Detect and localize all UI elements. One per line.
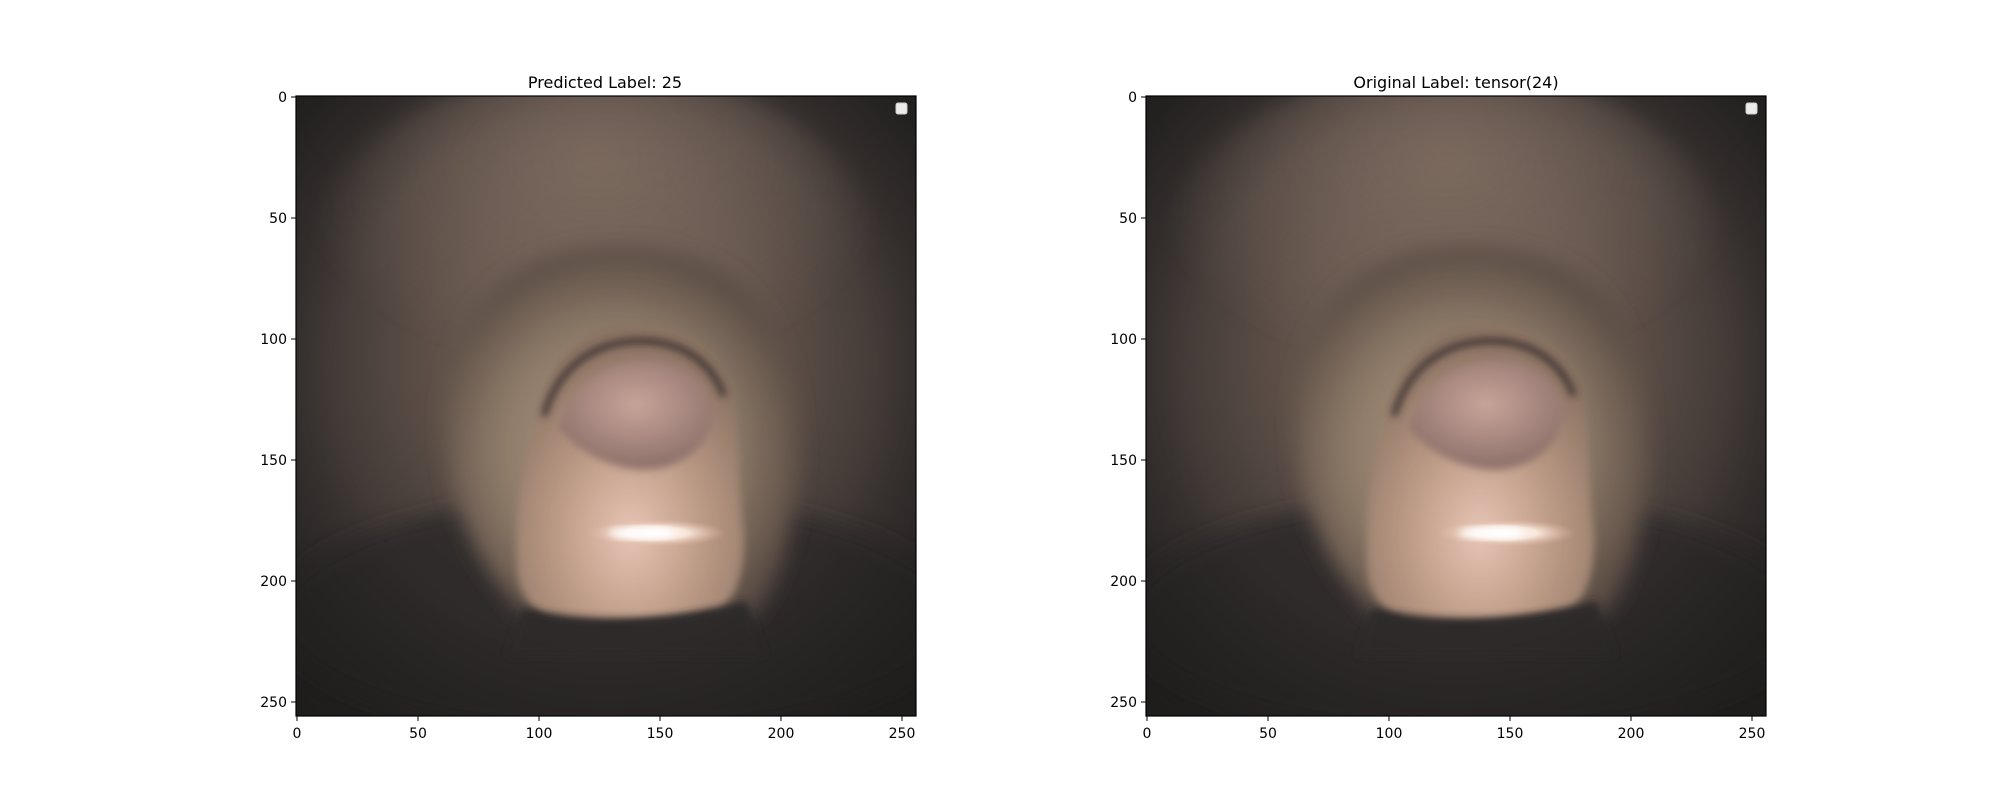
y-tick-label: 150	[260, 453, 287, 469]
y-tick-label: 50	[1119, 211, 1137, 227]
image-area	[1126, 66, 1806, 736]
y-tick-label: 0	[1128, 90, 1137, 106]
y-axis: 0 50 100 150 200 250	[260, 90, 296, 711]
y-tick-label: 50	[269, 211, 287, 227]
image-area	[276, 66, 956, 736]
y-tick-label: 200	[260, 574, 287, 590]
x-axis: 0 50 100 150 200 250	[293, 716, 916, 742]
x-tick-label: 250	[1739, 726, 1766, 742]
y-tick-label: 100	[260, 332, 287, 348]
panel-original: Original Label: tensor(24) 0 50 100 150 …	[1110, 66, 1806, 742]
legend-box	[1745, 102, 1758, 115]
axes-frame	[295, 95, 917, 717]
y-axis: 0 50 100 150 200 250	[1110, 90, 1146, 711]
x-tick-label: 200	[768, 726, 795, 742]
x-tick-label: 0	[293, 726, 302, 742]
x-tick-label: 200	[1618, 726, 1645, 742]
y-tick-label: 200	[1110, 574, 1137, 590]
x-tick-label: 50	[1259, 726, 1277, 742]
y-tick-label: 100	[1110, 332, 1137, 348]
x-tick-label: 250	[889, 726, 916, 742]
x-tick-label: 100	[1376, 726, 1403, 742]
axes-frame	[1145, 95, 1767, 717]
x-tick-label: 0	[1143, 726, 1152, 742]
x-tick-label: 100	[526, 726, 553, 742]
panel-title: Predicted Label: 25	[528, 73, 682, 92]
x-tick-label: 150	[647, 726, 674, 742]
panel-predicted: Predicted Label: 25 0 50 100 150 200 250	[260, 66, 956, 742]
y-tick-label: 150	[1110, 453, 1137, 469]
x-tick-label: 150	[1497, 726, 1524, 742]
y-tick-label: 0	[278, 90, 287, 106]
y-tick-label: 250	[260, 695, 287, 711]
x-tick-label: 50	[409, 726, 427, 742]
y-tick-label: 250	[1110, 695, 1137, 711]
panel-title: Original Label: tensor(24)	[1353, 73, 1558, 92]
legend-box	[895, 102, 908, 115]
x-axis: 0 50 100 150 200 250	[1143, 716, 1766, 742]
